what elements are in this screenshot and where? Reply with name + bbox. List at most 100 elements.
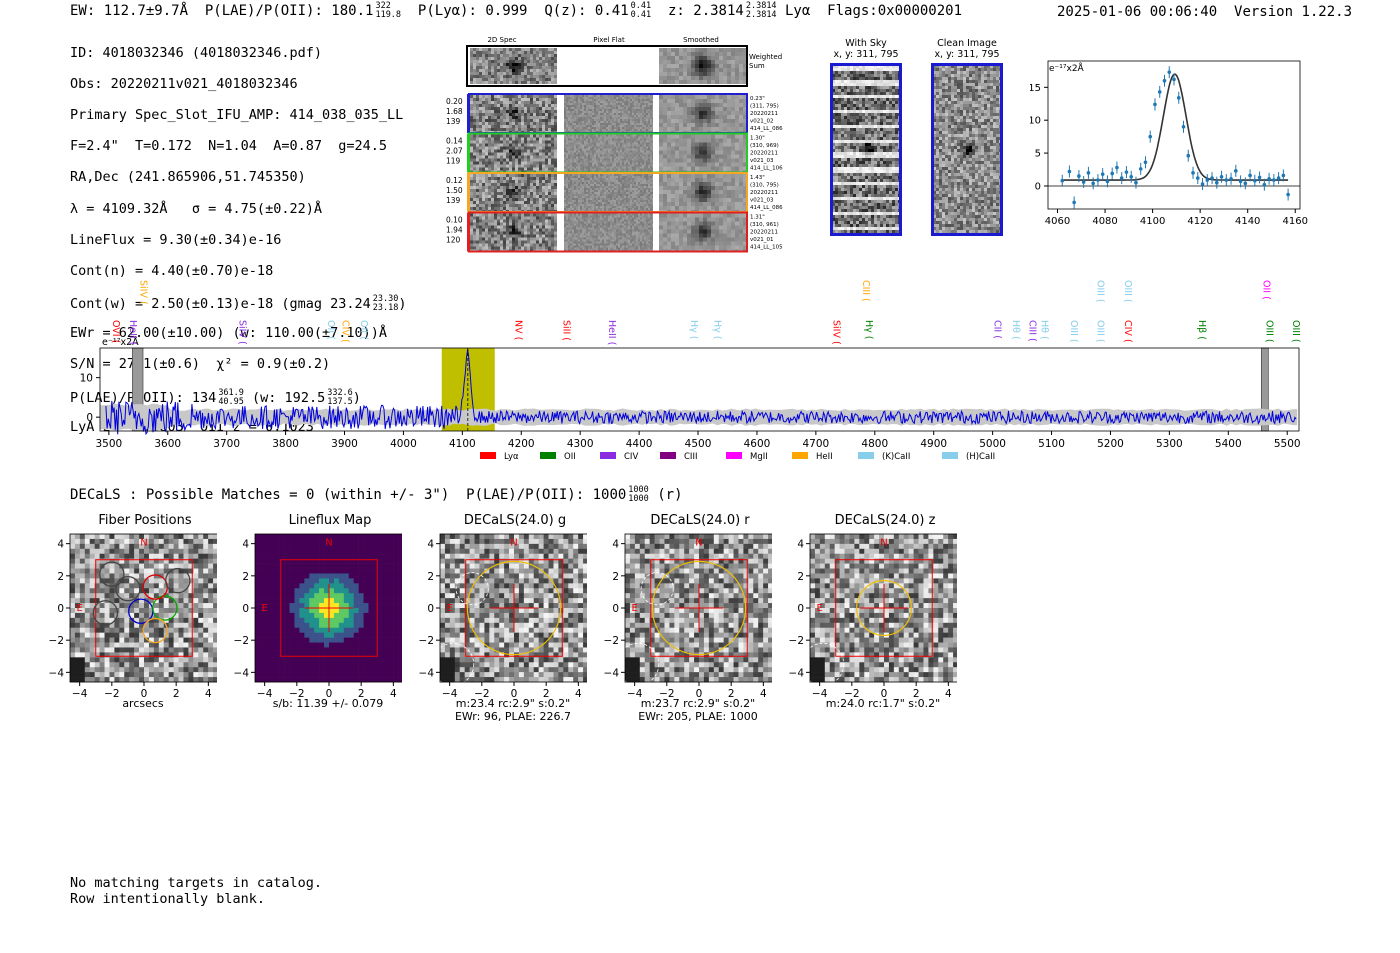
fiber-circle — [165, 567, 191, 594]
panel-caption: s/b: 11.39 +/- 0.079 — [272, 697, 384, 710]
fit-data-point — [1234, 169, 1238, 173]
legend-swatch — [600, 452, 616, 459]
emission-line-label-lower: OIII ( — [1290, 320, 1301, 343]
fit-data-point — [1238, 179, 1243, 184]
strip-left-l2: 1.50 — [446, 186, 463, 195]
strip-left-l2: 2.07 — [446, 147, 463, 156]
panel-ytick: −4 — [604, 667, 620, 679]
fit-ytick: 5 — [1035, 149, 1041, 160]
panel-ytick: 0 — [427, 603, 434, 615]
spectrum-axes — [99, 347, 1300, 432]
compass-north: N — [695, 537, 702, 548]
fit-data-point — [1191, 171, 1195, 175]
strip-right-r4: v021_03 — [750, 158, 774, 164]
aperture-circle — [856, 580, 912, 636]
fit-data-point — [1110, 171, 1114, 176]
spectrum-xtick: 4000 — [390, 438, 417, 450]
fit-ytick: 10 — [1030, 116, 1041, 127]
neighbor-circle — [640, 572, 674, 606]
strip-right-r5: 414_LL_086 — [750, 126, 783, 132]
plae-hi: 361.9 — [218, 387, 244, 398]
emission-line-label-lower: HeII ( — [606, 320, 617, 345]
strip-left-l2: 1.94 — [446, 226, 463, 235]
panel-ytick: 0 — [57, 603, 64, 615]
panel-xtick: −4 — [812, 688, 828, 700]
strip-flat-1 — [564, 95, 653, 132]
panel-xtick: 4 — [205, 688, 212, 700]
info-primary: Primary Spec_Slot_IFU_AMP: 414_038_035_L… — [70, 106, 404, 123]
decals-panel-4: N E −4 −4 −2 −2 0 0 2 2 4 4 — [604, 533, 772, 700]
spectrum-xtick: 5100 — [1038, 438, 1065, 450]
fit-data-point — [1153, 102, 1157, 107]
fit-data-point — [1205, 178, 1210, 182]
clean-image-header: Clean Image x, y: 311, 795 — [913, 38, 1021, 60]
legend-swatch — [540, 452, 556, 459]
plae-lo: 40.95 — [218, 396, 244, 407]
catalog-note-line2: Row intentionally blank. — [70, 890, 266, 907]
decals-panel-1: N E −4 −4 −2 −2 0 0 2 2 4 4 — [49, 533, 217, 700]
col-2d-label: 2D Spec — [487, 36, 516, 44]
spectrum-xtick: 4500 — [685, 438, 712, 450]
decals-panels: Fiber Positions N E −4 −4 −2 −2 0 0 2 2 4 4 arcsecs Li… — [0, 510, 1000, 725]
emission-line-label-lower: HeII ( — [127, 320, 138, 345]
fit-data-point — [1060, 178, 1065, 183]
plae-header-lo: 119.8 — [375, 10, 402, 20]
emission-line-label-lower: OII ( — [358, 320, 369, 340]
aperture-circle — [466, 560, 562, 656]
emission-line-label-upper: OIII ( — [1094, 280, 1105, 303]
panel-ytick: −4 — [234, 667, 250, 679]
plae-w-hi: 332.6 — [327, 387, 353, 398]
emission-line-label-lower: OII ( — [325, 320, 336, 340]
search-box — [95, 559, 193, 657]
fit-data-point — [1067, 169, 1072, 174]
z-lo: 2.3814 — [745, 10, 777, 20]
fit-data-point — [1276, 176, 1281, 180]
header-right: 2025-01-06 00:06:40 Version 1.22.3 — [1057, 4, 1352, 20]
compass-east: E — [261, 603, 267, 614]
plae-header-hi: 322 — [375, 1, 391, 11]
panel-xtick: −2 — [659, 688, 674, 700]
legend-swatch — [792, 452, 808, 459]
plae-header: P(LAE)/P(OII): 180.1 — [204, 3, 374, 19]
emission-line-label-lower: SiII ( — [561, 320, 572, 341]
legend-swatch — [858, 452, 874, 459]
spectrum-xtick: 3700 — [213, 438, 240, 450]
with-sky-image — [830, 63, 902, 236]
fit-data-point — [1081, 180, 1086, 184]
legend-label: CIV — [624, 452, 638, 462]
clean-xy: x, y: 311, 795 — [934, 49, 1000, 60]
panel-xtick: 2 — [543, 688, 550, 700]
with-sky-frame — [830, 63, 902, 236]
line-fit-plot: e⁻¹⁷x2Å 4060 4080 4100 4120 4140 4160 0 5 10 15 — [1030, 60, 1308, 227]
decals-panel-5: N E −4 −4 −2 −2 0 0 2 2 4 4 — [789, 533, 957, 700]
fit-data-point — [1172, 77, 1176, 82]
spectrum-xtick: 3500 — [95, 438, 122, 450]
plae-text: P(LAE)/P(OII): 134 — [70, 389, 217, 406]
weighted-2d — [470, 48, 557, 84]
strip-right-r4: v021_01 — [750, 237, 774, 243]
spectrum-ytick: 0 — [86, 412, 93, 424]
panel-ytick: 0 — [797, 603, 804, 615]
fit-data-point — [1195, 176, 1200, 180]
fit-data-point — [1148, 134, 1153, 139]
panel-ytick: −2 — [49, 635, 64, 647]
with-sky-pixels — [832, 65, 901, 236]
legend-label: OII — [564, 452, 576, 462]
strip-flat-3 — [564, 174, 653, 211]
fit-data-point — [1243, 181, 1248, 186]
emission-line-label-lower: OIII ( — [1264, 320, 1275, 343]
neighbor-circle — [455, 572, 489, 606]
panel-ytick: 4 — [242, 539, 249, 551]
legend-label: MgII — [750, 452, 768, 462]
panel-ytick: 2 — [427, 571, 434, 583]
fit-data-point — [1181, 124, 1186, 129]
info-ewr: EWr = 62.00(±10.00) (w: 110.00(±7.10))Å — [70, 325, 387, 342]
catalog-note-line1: No matching targets in catalog. — [70, 875, 322, 891]
fiber-circle — [152, 595, 178, 621]
fit-data-point — [1072, 200, 1076, 205]
clean-title: Clean Image — [937, 38, 997, 49]
clean-pixels — [933, 65, 1002, 236]
